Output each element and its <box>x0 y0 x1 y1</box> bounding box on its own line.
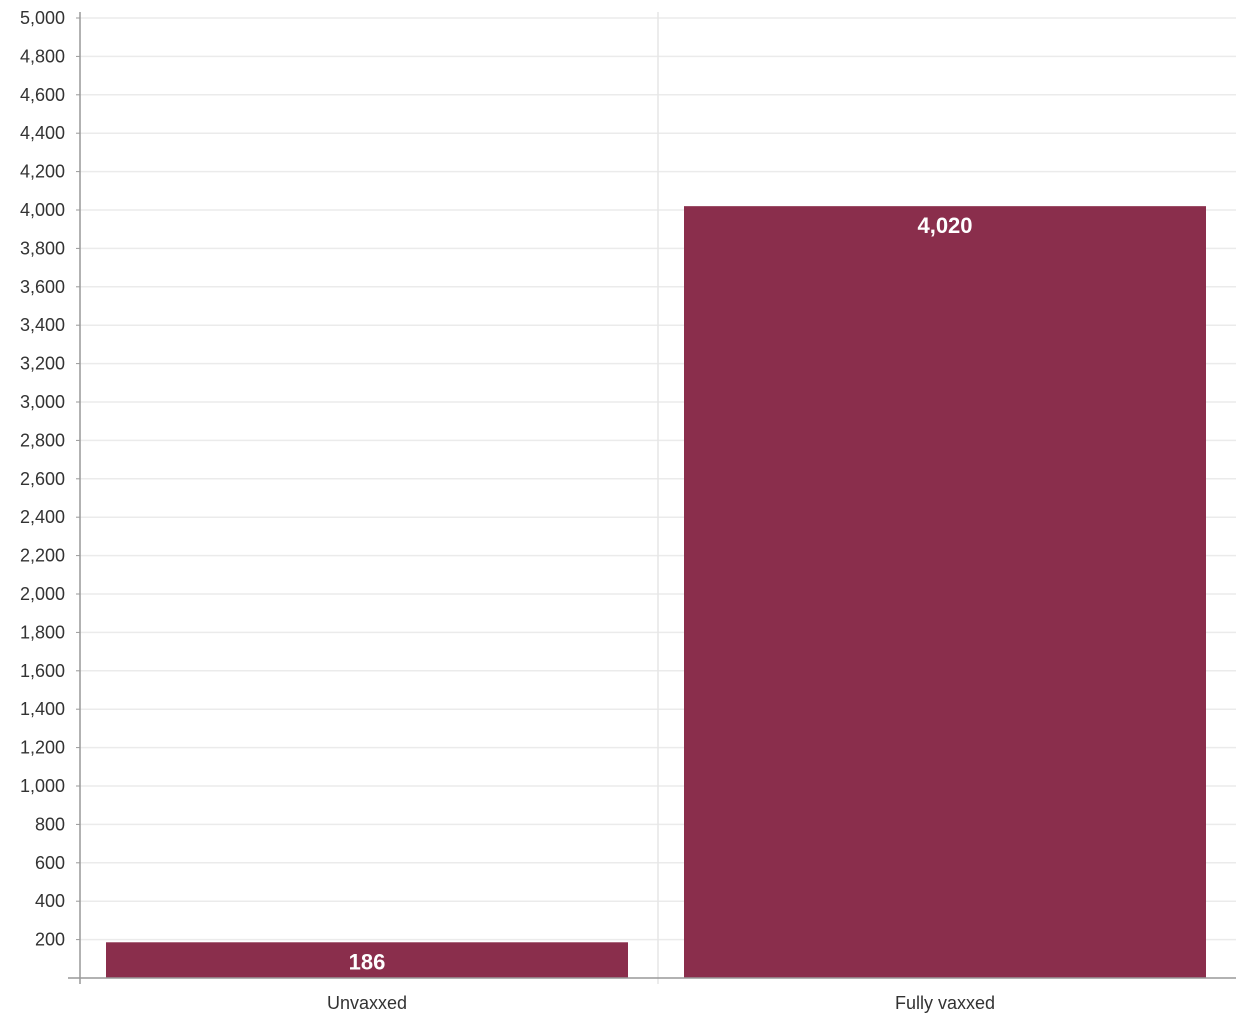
bar-value-label: 186 <box>349 949 386 974</box>
labels: 200 400 600 800 1,000 1,200 1,400 1,600 1,800 2,0… <box>20 8 995 1013</box>
bars <box>106 206 1206 978</box>
y-tick-label: 3,600 <box>20 277 65 297</box>
y-tick-label: 2,800 <box>20 430 65 450</box>
y-tick-label: 5,000 <box>20 8 65 28</box>
x-tick-label: Unvaxxed <box>327 993 407 1013</box>
y-tick-label: 4,600 <box>20 85 65 105</box>
y-tick-label: 4,400 <box>20 123 65 143</box>
y-tick-label: 2,600 <box>20 469 65 489</box>
y-tick-label: 1,000 <box>20 776 65 796</box>
y-tick-label: 4,200 <box>20 162 65 182</box>
y-tick-label: 3,000 <box>20 392 65 412</box>
y-tick-label: 2,000 <box>20 584 65 604</box>
y-tick-label: 400 <box>35 891 65 911</box>
y-tick-label: 3,200 <box>20 354 65 374</box>
x-tick-label: Fully vaxxed <box>895 993 995 1013</box>
y-tick-label: 200 <box>35 930 65 950</box>
y-tick-label: 1,400 <box>20 699 65 719</box>
y-tick-label: 1,600 <box>20 661 65 681</box>
y-tick-label: 4,800 <box>20 46 65 66</box>
y-tick-label: 3,800 <box>20 238 65 258</box>
y-tick-label: 800 <box>35 814 65 834</box>
y-tick-label: 600 <box>35 853 65 873</box>
y-tick-label: 1,200 <box>20 738 65 758</box>
bar-value-label: 4,020 <box>917 213 972 238</box>
bar <box>106 942 628 978</box>
y-tick-label: 4,000 <box>20 200 65 220</box>
bar <box>684 206 1206 978</box>
y-tick-label: 2,200 <box>20 546 65 566</box>
y-tick-label: 3,400 <box>20 315 65 335</box>
y-tick-label: 1,800 <box>20 622 65 642</box>
y-tick-label: 2,400 <box>20 507 65 527</box>
axes <box>68 12 1236 984</box>
